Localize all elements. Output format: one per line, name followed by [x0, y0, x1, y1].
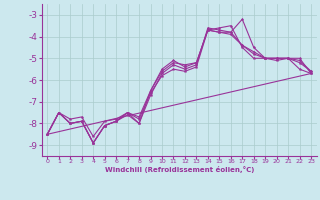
X-axis label: Windchill (Refroidissement éolien,°C): Windchill (Refroidissement éolien,°C) — [105, 166, 254, 173]
